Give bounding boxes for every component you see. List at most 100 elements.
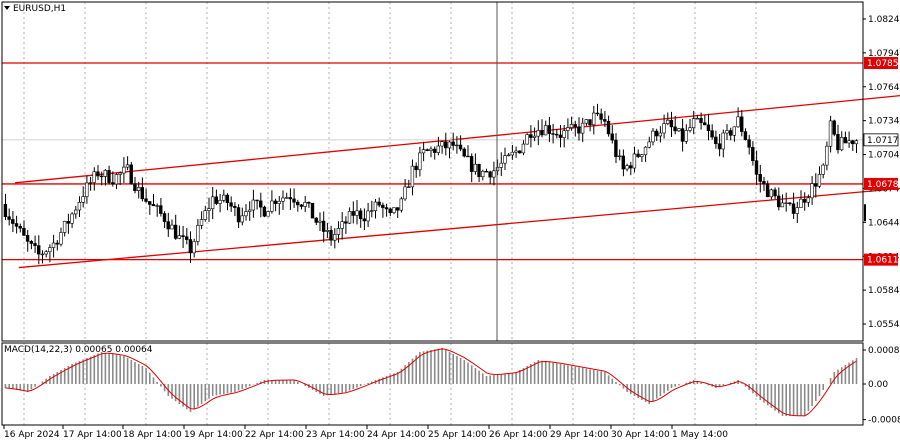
- candle-body: [111, 182, 115, 185]
- candle-body: [133, 183, 137, 191]
- macd-axis: 0.00085 0.00 -0.00089: [863, 346, 900, 426]
- candle-body: [850, 140, 855, 145]
- time-tick-label: 26 Apr 14:00: [489, 430, 548, 440]
- candle-body: [443, 141, 448, 149]
- candle-body: [55, 242, 59, 245]
- candle-body: [717, 143, 722, 150]
- triangle-down-icon[interactable]: [4, 6, 10, 10]
- current-price-tag: [863, 133, 899, 147]
- candle-body: [36, 245, 41, 255]
- time-tick-label: 1 May 14:00: [672, 430, 728, 440]
- candle-body: [40, 253, 45, 256]
- candle-body: [643, 146, 648, 156]
- candle-body: [3, 203, 8, 217]
- candle-body: [18, 225, 22, 229]
- candle-body: [702, 122, 707, 126]
- candle-body: [455, 144, 459, 147]
- candle-body: [854, 140, 859, 145]
- price-tick-label: 1.0824: [868, 15, 900, 25]
- candle-body: [148, 201, 152, 205]
- candle-body: [640, 154, 644, 157]
- candle-body: [795, 207, 799, 214]
- candle-body: [628, 165, 633, 169]
- candle-body: [203, 210, 207, 220]
- candle-body: [273, 200, 278, 204]
- candle-body: [107, 170, 111, 183]
- candle-body: [632, 153, 637, 169]
- candle-body: [295, 201, 300, 206]
- candle-body: [144, 198, 148, 202]
- candle-body: [521, 143, 526, 154]
- candle-body: [743, 131, 748, 140]
- candle-body: [654, 130, 659, 137]
- candle-body: [85, 182, 89, 197]
- price-tick-label: 1.0764: [868, 83, 900, 93]
- candle-body: [725, 130, 729, 134]
- candle-body: [118, 172, 122, 175]
- candle-body: [691, 118, 696, 129]
- time-tick-label: 22 Apr 14:00: [245, 430, 304, 440]
- candle-body: [484, 170, 489, 173]
- candle-body: [721, 132, 725, 150]
- macd-signal-line: [5, 348, 857, 417]
- candle-body: [244, 211, 248, 217]
- time-tick-label: 18 Apr 14:00: [123, 430, 182, 440]
- candle-body: [51, 242, 56, 248]
- candle-body: [732, 126, 737, 136]
- candle-body: [673, 126, 677, 132]
- candle-body: [307, 201, 311, 204]
- time-tick-label: 24 Apr 14:00: [367, 430, 426, 440]
- candle-body: [817, 174, 822, 187]
- candle-body: [591, 112, 596, 126]
- candle-body: [181, 235, 185, 238]
- candle-body: [832, 120, 836, 135]
- candle-body: [492, 170, 496, 178]
- candle-body: [451, 141, 455, 146]
- macd-tick-label: 0.00: [868, 380, 888, 390]
- time-tick-label: 16 Apr 2024: [4, 430, 60, 440]
- candle-body: [162, 213, 167, 222]
- candle-body: [392, 207, 396, 214]
- candle-body: [606, 120, 611, 135]
- candle-body: [151, 204, 156, 207]
- time-axis[interactable]: 16 Apr 2024 17 Apr 14:00 18 Apr 14:00 19 Ap…: [3, 425, 728, 440]
- candle-body: [540, 130, 544, 136]
- candle-body: [569, 124, 574, 128]
- candle-body: [536, 130, 540, 137]
- candle-body: [503, 155, 507, 164]
- candle-body: [758, 174, 762, 182]
- candle-body: [636, 153, 640, 157]
- candle-body: [210, 196, 215, 210]
- candle-body: [207, 208, 211, 211]
- candle-body: [662, 123, 666, 134]
- macd-histogram: [4, 348, 858, 416]
- candle-body: [62, 221, 67, 233]
- candle-body: [466, 155, 470, 158]
- candle-body: [728, 130, 733, 136]
- candle-body: [566, 127, 570, 131]
- candle-body: [791, 203, 796, 214]
- time-tick-label: 29 Apr 14:00: [550, 430, 609, 440]
- candle-body: [751, 146, 755, 162]
- candle-body: [185, 236, 189, 240]
- candle-body: [473, 163, 477, 172]
- candle-body: [665, 119, 670, 124]
- candle-body: [233, 205, 237, 208]
- candle-body: [129, 164, 133, 185]
- candle-body: [358, 210, 363, 220]
- candle-body: [621, 155, 626, 170]
- candle-body: [810, 183, 814, 199]
- candle-body: [658, 132, 663, 137]
- time-tick-label: 25 Apr 14:00: [428, 430, 487, 440]
- candle-body: [614, 139, 618, 158]
- candle-body: [44, 251, 48, 255]
- price-axis[interactable]: 1.08241.07941.07641.07341.07041.06741.06…: [863, 15, 900, 330]
- candle-body: [843, 137, 848, 144]
- level-price-tag: [864, 253, 898, 266]
- candle-body: [136, 187, 141, 191]
- candle-body: [488, 171, 492, 178]
- candle-body: [258, 200, 263, 208]
- candle-body: [625, 165, 629, 170]
- channel-lower-line: [18, 187, 900, 269]
